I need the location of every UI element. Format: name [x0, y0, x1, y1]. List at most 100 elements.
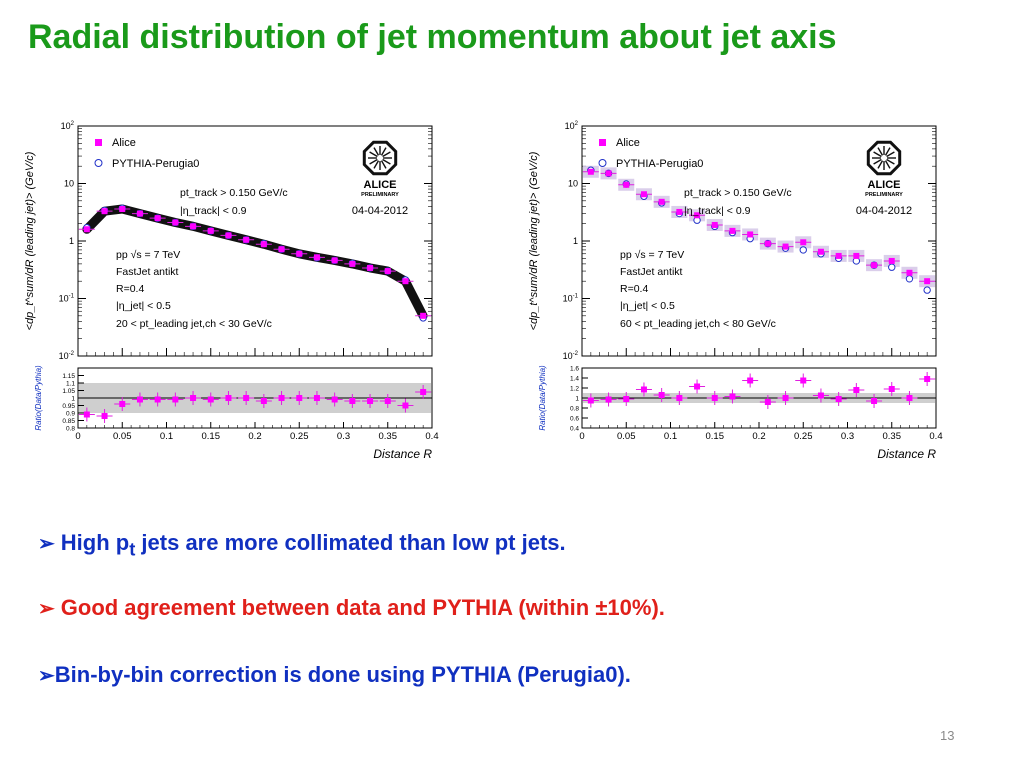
pythia-point — [923, 286, 931, 294]
alice-point — [711, 221, 718, 228]
bullet-correction: ➢Bin-by-bin correction is done using PYT… — [38, 662, 631, 688]
alice-logo-spoke — [877, 160, 884, 169]
alice-point — [331, 257, 338, 264]
alice-logo-spoke — [873, 158, 882, 165]
slide-number: 13 — [940, 728, 955, 743]
alice-point — [640, 191, 647, 198]
legend-alice-marker — [95, 139, 102, 146]
bullet-arrow-icon: ➢ — [38, 598, 55, 620]
ratio-point — [278, 395, 285, 401]
ratio-point — [729, 393, 736, 400]
alice-point — [190, 223, 197, 230]
y-tick-label: 102 — [61, 121, 75, 131]
selection-info-line: |η_jet| < 0.5 — [116, 300, 171, 312]
selection-info-line: FastJet antikt — [116, 266, 179, 278]
figure-date: 04-04-2012 — [352, 205, 408, 217]
alice-point — [83, 226, 90, 233]
selection-info-line: pp √s = 7 TeV — [620, 249, 684, 261]
legend-pythia-label: PYTHIA-Perugia0 — [616, 158, 703, 170]
x-tick-label: 0.1 — [664, 431, 677, 442]
alice-point — [243, 236, 250, 243]
bullet-text: Bin-by-bin correction is done using PYTH… — [54, 662, 631, 687]
ratio-point — [853, 387, 860, 393]
figure-date: 04-04-2012 — [856, 205, 912, 217]
ratio-point — [782, 395, 789, 401]
ratio-point — [207, 396, 214, 403]
x-tick-label: 0.4 — [425, 431, 438, 442]
x-tick-label: 0.4 — [929, 431, 942, 442]
legend-alice-marker — [599, 139, 606, 146]
ratio-point — [402, 402, 409, 409]
track-eta-cut: |η_track| < 0.9 — [180, 205, 247, 217]
x-axis-title: Distance R — [373, 447, 432, 461]
ratio-point — [587, 397, 594, 404]
ratio-point — [101, 413, 108, 419]
ratio-point — [658, 392, 665, 398]
legend-pythia-marker — [94, 159, 103, 167]
y-tick-label: 1 — [69, 236, 74, 246]
bullet-arrow-icon: ➢ — [38, 533, 55, 555]
legend-alice-label: Alice — [616, 137, 640, 149]
alice-logo-spoke — [382, 158, 391, 165]
ratio-y-tick-label: 1.2 — [570, 386, 579, 393]
alice-point — [764, 240, 771, 247]
alice-point — [296, 250, 303, 257]
ratio-y-tick-label: 0.8 — [66, 426, 75, 433]
ratio-point — [800, 377, 807, 384]
alice-logo-spoke — [886, 151, 895, 158]
ratio-y-tick-label: 0.4 — [570, 426, 579, 433]
alice-point — [136, 210, 143, 217]
y-tick-label: 10 — [64, 179, 74, 189]
x-tick-label: 0.3 — [337, 431, 350, 442]
y-tick-label: 10-1 — [563, 294, 579, 304]
bullet-text: Good agreement between data and PYTHIA (… — [60, 595, 665, 620]
alice-point — [729, 227, 736, 234]
ratio-point — [764, 399, 771, 405]
chart-low-pt: 10-2 10-1 1 10 102 0 0.05 0.1 0.15 0.2 0.25 0.3 0.35… — [22, 118, 452, 488]
alice-logo-spoke — [873, 151, 882, 158]
y-tick-label: 10-2 — [563, 351, 579, 361]
x-tick-label: 0.2 — [248, 431, 261, 442]
alice-point — [587, 168, 594, 175]
alice-point — [747, 231, 754, 238]
alice-logo-spoke — [373, 147, 380, 156]
alice-point — [605, 170, 612, 177]
x-axis-title: Distance R — [877, 447, 936, 461]
ratio-point — [817, 392, 824, 399]
alice-point — [402, 278, 409, 285]
ratio-point — [835, 396, 842, 402]
ratio-point — [623, 396, 630, 402]
alice-logo-spoke — [369, 151, 378, 158]
alice-point — [835, 252, 842, 259]
ratio-point — [313, 395, 320, 401]
ratio-point — [871, 398, 878, 404]
x-tick-label: 0.1 — [160, 431, 173, 442]
ratio-y-axis-title: Ratio(Data/Pythia) — [34, 365, 43, 431]
slide-title: Radial distribution of jet momentum abou… — [28, 18, 837, 56]
ratio-point — [694, 383, 701, 390]
ratio-point — [906, 395, 913, 401]
ratio-y-tick-label: 1.6 — [570, 366, 579, 373]
alice-point — [420, 312, 427, 319]
ratio-point — [154, 396, 161, 403]
x-tick-label: 0.05 — [113, 431, 132, 442]
ratio-point — [296, 395, 303, 401]
alice-point — [782, 243, 789, 250]
alice-logo-spoke — [373, 160, 380, 169]
ratio-point — [420, 389, 427, 395]
alice-point — [225, 232, 232, 239]
ratio-point — [172, 396, 179, 403]
alice-logo-octagon — [362, 140, 398, 176]
alice-logo-spoke — [380, 160, 387, 169]
alice-point — [906, 269, 913, 276]
legend-pythia-marker — [598, 159, 607, 167]
y-axis-title: <dp_t^sum/dR (leading jet)> (GeV/c) — [24, 151, 36, 330]
alice-point — [888, 257, 895, 264]
pythia-point — [905, 275, 914, 283]
ratio-y-tick-label: 1.15 — [62, 373, 75, 380]
ratio-y-tick-label: 1.1 — [66, 381, 75, 388]
alice-point — [676, 208, 683, 215]
ratio-point — [367, 398, 374, 404]
x-tick-label: 0 — [579, 431, 584, 442]
